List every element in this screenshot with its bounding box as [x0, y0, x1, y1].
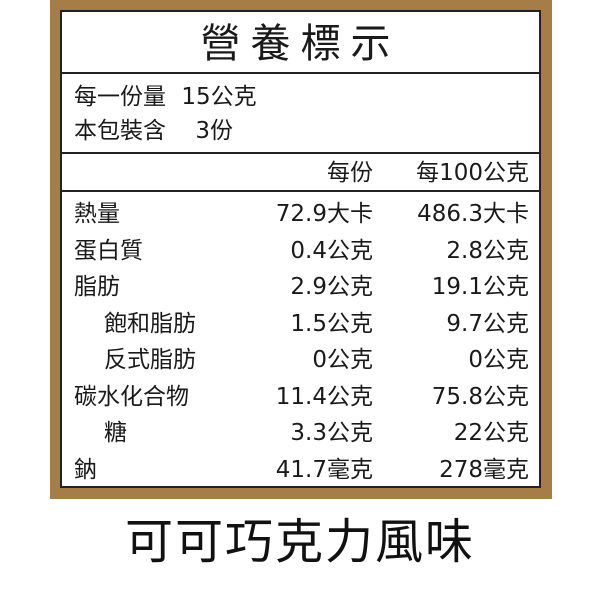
per-serving-value: 2.9公克: [290, 274, 373, 300]
per-serving-value: 0.4公克: [290, 237, 373, 264]
nutrient-name: 反式脂肪: [104, 347, 196, 373]
nutrient-name: 碳水化合物: [74, 383, 189, 410]
nutrient-name: 糖: [104, 420, 127, 446]
servings-label: 本包裝含: [74, 118, 166, 144]
per-100g-value: 2.8公克: [446, 237, 529, 264]
nutrient-row: 鈉 41.7毫克 278毫克: [62, 452, 539, 488]
label-title: 營養標示: [200, 21, 401, 67]
col-per-serving: 每份: [327, 160, 373, 186]
per-100g-value: 486.3大卡: [417, 201, 529, 227]
per-serving-value: 1.5公克: [290, 310, 373, 337]
per-100g-value: 22公克: [453, 420, 529, 446]
per-100g-value: 0公克: [468, 347, 529, 373]
nutrient-row: 糖 3.3公克 22公克: [62, 415, 539, 451]
nutrition-facts-table: 營養標示 每一份量 15公克 本包裝含 3份 每份 每100公克 熱量 72.9大…: [60, 10, 541, 488]
serving-size-line: 每一份量 15公克: [74, 82, 257, 112]
per-serving-value: 72.9大卡: [275, 201, 373, 227]
nutrient-row: 反式脂肪 0公克 0公克: [62, 342, 539, 378]
per-serving-value: 0公克: [312, 347, 373, 373]
column-header-row: 每份 每100公克: [62, 155, 539, 191]
nutrient-name: 蛋白質: [74, 237, 143, 264]
nutrient-name: 鈉: [74, 456, 97, 483]
per-100g-value: 19.1公克: [431, 274, 529, 300]
serving-size-label: 每一份量: [74, 84, 166, 110]
per-100g-value: 75.8公克: [431, 383, 529, 410]
nutrient-row: 熱量 72.9大卡 486.3大卡: [62, 196, 539, 232]
per-serving-value: 11.4公克: [275, 383, 373, 410]
per-serving-value: 3.3公克: [290, 420, 373, 446]
servings-per-package-line: 本包裝含 3份: [74, 116, 233, 146]
per-100g-value: 278毫克: [439, 456, 529, 483]
nutrient-row: 脂肪 2.9公克 19.1公克: [62, 269, 539, 305]
nutrient-name: 熱量: [74, 201, 120, 227]
per-100g-value: 9.7公克: [446, 310, 529, 337]
divider: [62, 152, 539, 154]
divider: [62, 190, 539, 192]
nutrient-row: 蛋白質 0.4公克 2.8公克: [62, 233, 539, 269]
nutrient-row: 碳水化合物 11.4公克 75.8公克: [62, 379, 539, 415]
per-serving-value: 41.7毫克: [275, 456, 373, 483]
col-per-100g: 每100公克: [416, 160, 529, 186]
nutrient-name: 飽和脂肪: [104, 310, 196, 337]
flavor-caption: 可可巧克力風味: [124, 514, 475, 570]
serving-size-value: 15公克: [181, 84, 257, 110]
servings-value: 3份: [195, 118, 233, 144]
nutrient-name: 脂肪: [74, 274, 120, 300]
nutrient-row: 飽和脂肪 1.5公克 9.7公克: [62, 306, 539, 342]
divider: [62, 72, 539, 74]
